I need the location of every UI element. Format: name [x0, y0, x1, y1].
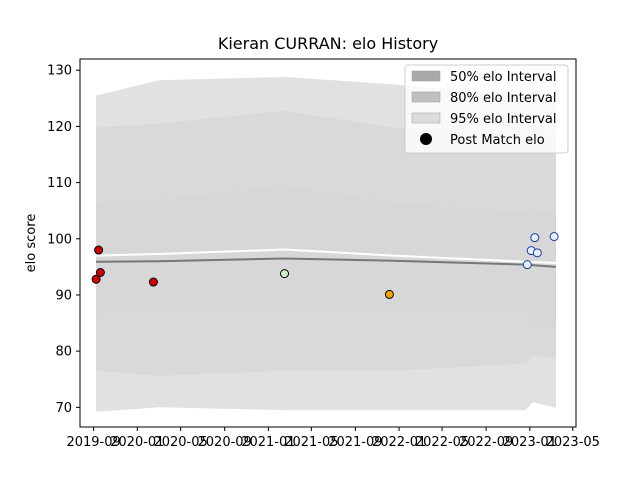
x-tick-label: 2022-05	[415, 435, 469, 450]
plot-area: 7080901001101201302019-092020-012020-052…	[47, 58, 600, 450]
legend-label: 95% elo Interval	[450, 112, 557, 127]
x-tick-label: 2021-09	[328, 435, 382, 450]
post-match-point	[530, 233, 540, 243]
post-match-point	[148, 277, 158, 287]
y-tick-label: 130	[47, 64, 72, 79]
post-match-point	[94, 245, 104, 255]
legend-label: 50% elo Interval	[450, 70, 557, 85]
post-match-point	[95, 267, 105, 277]
y-tick-label: 80	[55, 345, 72, 360]
post-match-point	[91, 274, 101, 284]
post-match-point	[532, 248, 542, 258]
legend-swatch-0	[411, 70, 441, 82]
y-axis-label: elo score	[24, 214, 39, 273]
legend-label: 80% elo Interval	[450, 91, 557, 106]
y-tick-label: 90	[55, 288, 72, 303]
x-tick-label: 2023-05	[546, 435, 600, 450]
x-tick-label: 2020-05	[153, 435, 207, 450]
axes-frame	[79, 58, 577, 428]
post-match-point	[522, 260, 532, 270]
legend-swatch-1	[411, 91, 441, 103]
post-match-point	[384, 289, 394, 299]
legend-marker	[420, 133, 432, 145]
post-match-point	[549, 232, 559, 242]
x-tick-label: 2020-01	[110, 435, 164, 450]
legend-label: Post Match elo	[450, 133, 545, 148]
y-tick-label: 110	[47, 176, 72, 191]
x-tick-label: 2020-09	[198, 435, 252, 450]
y-tick-label: 100	[47, 232, 72, 247]
chart-title: Kieran CURRAN: elo History	[218, 34, 438, 53]
x-tick-label: 2022-01	[372, 435, 426, 450]
x-tick-label: 2019-09	[66, 435, 120, 450]
x-tick-label: 2021-05	[284, 435, 338, 450]
x-tick-label: 2023-01	[503, 435, 557, 450]
y-tick-label: 70	[55, 401, 72, 416]
legend: 50% elo Interval 80% elo Interval 95% elo …	[404, 64, 569, 154]
band-2	[96, 77, 556, 412]
legend-swatch-2	[411, 112, 441, 124]
post-match-point	[279, 269, 289, 279]
x-tick-label: 2021-01	[241, 435, 295, 450]
x-tick-label: 2022-09	[459, 435, 513, 450]
y-tick-label: 120	[47, 120, 72, 135]
legend-box	[404, 64, 569, 154]
